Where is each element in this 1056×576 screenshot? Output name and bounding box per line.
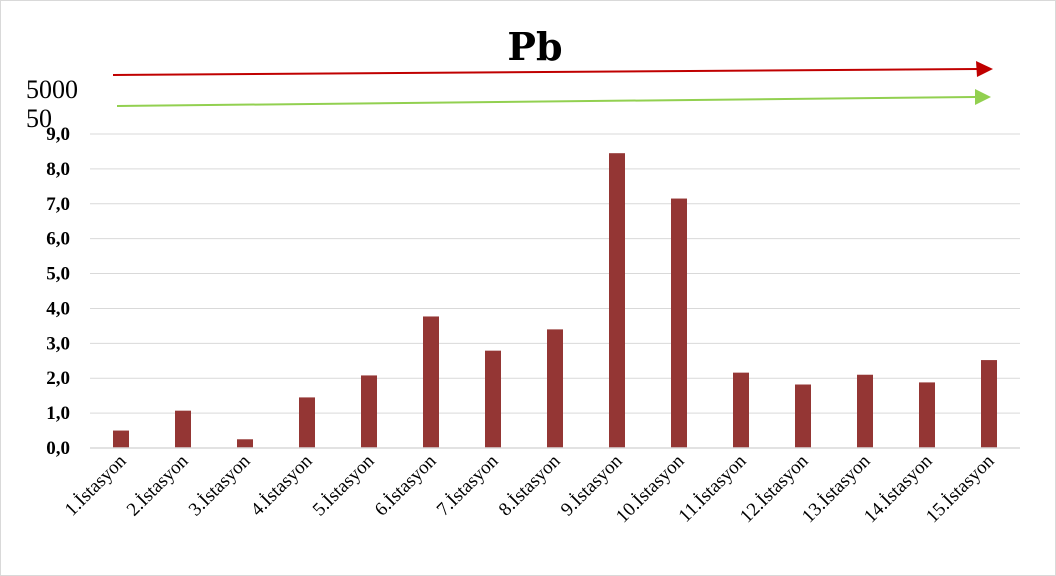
arrow-right-icon (975, 89, 991, 105)
bar (609, 153, 625, 448)
reference-line-red (112, 68, 979, 76)
bar (485, 350, 501, 448)
x-axis-tick-labels: 1.İstasyon2.İstasyon3.İstasyon4.İstasyon… (61, 450, 999, 527)
x-tick-label: 1.İstasyon (61, 450, 131, 520)
bar (113, 430, 129, 448)
y-tick-label: 8,0 (46, 159, 70, 180)
bar (423, 316, 439, 448)
y-tick-label: 7,0 (46, 194, 70, 215)
bar (237, 439, 253, 448)
bar (981, 360, 997, 448)
y-tick-label: 0,0 (46, 438, 70, 459)
x-tick-label: 7.İstasyon (433, 450, 503, 520)
legend-label-green: 50 (26, 104, 52, 133)
y-tick-label: 5,0 (46, 264, 70, 285)
legend: 5000 50 (26, 61, 993, 133)
x-tick-label: 3.İstasyon (185, 450, 255, 520)
legend-label-red: 5000 (26, 75, 78, 104)
bars (113, 153, 997, 448)
y-tick-label: 6,0 (46, 229, 70, 250)
y-tick-label: 2,0 (46, 368, 70, 389)
bar (299, 397, 315, 448)
y-tick-label: 1,0 (46, 403, 70, 424)
reference-line-green (116, 96, 976, 107)
bar (795, 384, 811, 448)
y-axis-tick-labels: 0,0 1,0 2,0 3,0 4,0 5,0 6,0 7,0 8,0 9,0 (46, 124, 70, 459)
chart-title: Pb (507, 24, 562, 69)
bar (361, 375, 377, 448)
bar (671, 198, 687, 448)
x-tick-label: 4.İstasyon (247, 450, 317, 520)
bar (175, 410, 191, 448)
bar (857, 374, 873, 448)
y-tick-label: 3,0 (46, 333, 70, 354)
x-tick-label: 5.İstasyon (309, 450, 379, 520)
x-tick-label: 6.İstasyon (371, 450, 441, 520)
bar (733, 372, 749, 448)
y-tick-label: 9,0 (46, 124, 70, 145)
y-tick-label: 4,0 (46, 298, 70, 319)
arrow-right-icon (976, 61, 993, 77)
bar (547, 329, 563, 448)
bar (919, 382, 935, 448)
x-tick-label: 8.İstasyon (495, 450, 565, 520)
x-tick-label: 2.İstasyon (123, 450, 193, 520)
x-tick-label: 15.İstasyon (922, 450, 999, 527)
